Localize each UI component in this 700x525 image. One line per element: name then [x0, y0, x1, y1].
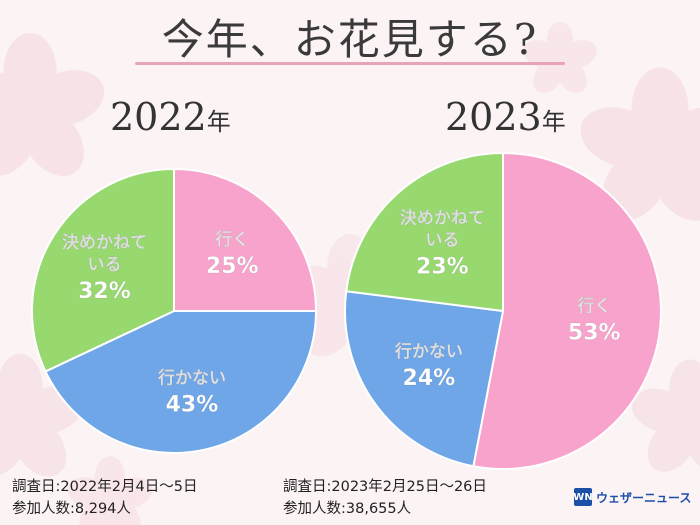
- title-underline: [135, 62, 565, 65]
- year-number: 2023: [445, 95, 542, 139]
- slice-label: 行かない: [157, 367, 226, 388]
- slice-label: 行く: [576, 296, 611, 317]
- slice-value: 23%: [416, 254, 469, 279]
- participant-count: 参加人数:38,655人: [283, 501, 412, 517]
- logo-mark: WN: [573, 488, 593, 506]
- slice-label: 決めかねて: [400, 207, 485, 228]
- slice-label: 行かない: [394, 341, 463, 362]
- page-title: 今年、お花見する?: [161, 15, 539, 64]
- slice-value: 32%: [78, 279, 131, 304]
- pie-slice: [31, 167, 175, 373]
- logo-text: ウェザーニュース: [596, 490, 692, 505]
- survey-date: 調査日:2022年2月4日〜5日: [12, 479, 198, 495]
- slice-value: 53%: [568, 321, 621, 346]
- participant-count: 参加人数:8,294人: [12, 501, 131, 517]
- sakura-flower-icon: [0, 33, 105, 176]
- slice-value: 24%: [403, 366, 456, 391]
- year-number: 2022: [110, 95, 207, 139]
- slice-label: 決めかねて: [62, 232, 147, 253]
- sakura-flower-icon: [67, 456, 153, 525]
- survey-info-2022: 調査日:2022年2月4日〜5日 参加人数:8,294人: [12, 476, 197, 520]
- pie-slice: [472, 151, 663, 470]
- year-title-2022: 2022年: [110, 95, 231, 139]
- survey-date: 調査日:2023年2月25日〜26日: [283, 479, 487, 495]
- year-suffix: 年: [541, 108, 566, 136]
- slice-label: いる: [425, 230, 459, 250]
- sakura-flower-icon: [522, 21, 598, 93]
- slice-value: 43%: [166, 392, 219, 417]
- pie-slice: [44, 310, 318, 454]
- slice-value: 25%: [206, 254, 259, 279]
- pie-slice: [345, 151, 504, 313]
- year-title-2023: 2023年: [445, 95, 566, 139]
- pie-slice: [344, 290, 505, 468]
- survey-info-2023: 調査日:2023年2月25日〜26日 参加人数:38,655人: [283, 476, 487, 520]
- sakura-flower-icon: [631, 359, 700, 472]
- pie-slice: [173, 167, 318, 312]
- slice-label: 行く: [214, 229, 249, 250]
- slice-label: いる: [87, 255, 121, 275]
- weathernews-logo: WN ウェザーニュース: [573, 488, 692, 506]
- year-suffix: 年: [206, 108, 231, 136]
- sakura-flower-icon: [580, 67, 700, 221]
